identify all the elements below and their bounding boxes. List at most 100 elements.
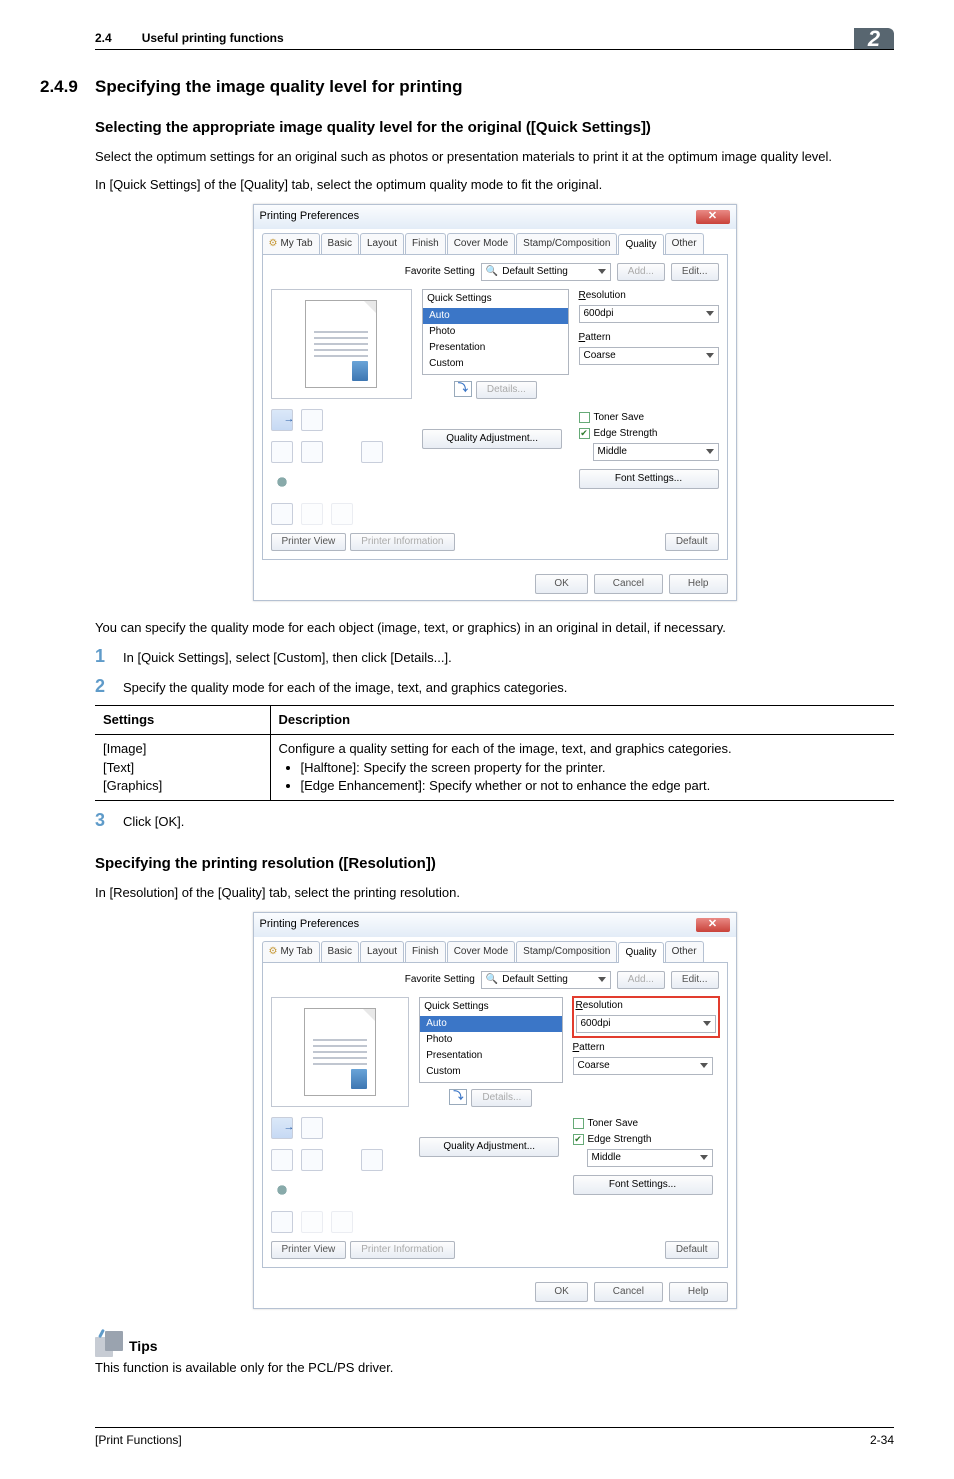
default-button[interactable]: Default: [665, 533, 719, 551]
tab-other[interactable]: Other: [665, 233, 704, 254]
resolution-combo[interactable]: 600dpi: [576, 1015, 716, 1033]
tab-other[interactable]: Other: [665, 941, 704, 962]
mini-icon[interactable]: [301, 409, 323, 431]
mini-icons: [271, 409, 413, 431]
mini-icon[interactable]: [271, 441, 293, 463]
resolution-combo[interactable]: 600dpi: [579, 305, 719, 323]
font-settings-button[interactable]: Font Settings...: [573, 1175, 713, 1195]
printer-info-button[interactable]: Printer Information: [350, 1241, 454, 1259]
block1-title: Selecting the appropriate image quality …: [95, 117, 894, 138]
edge-strength-combo[interactable]: Middle: [587, 1149, 713, 1167]
cancel-button[interactable]: Cancel: [594, 1282, 663, 1302]
mini-icon[interactable]: [361, 441, 383, 463]
mini-icon[interactable]: [301, 1149, 323, 1171]
help-button[interactable]: Help: [669, 1282, 728, 1302]
close-icon[interactable]: ✕: [696, 918, 730, 932]
pattern-combo[interactable]: Coarse: [573, 1057, 713, 1075]
help-button[interactable]: Help: [669, 574, 728, 594]
cancel-button[interactable]: Cancel: [594, 574, 663, 594]
block1-p2: In [Quick Settings] of the [Quality] tab…: [95, 176, 894, 194]
step-1-text: In [Quick Settings], select [Custom], th…: [123, 647, 894, 667]
quality-adjustment-button[interactable]: Quality Adjustment...: [419, 1137, 559, 1157]
preview-box: [271, 997, 410, 1107]
col-right: Resolution 600dpi Pattern Coarse Toner S…: [573, 997, 719, 1233]
list-item-presentation[interactable]: Presentation: [423, 340, 567, 356]
step-1-number: 1: [95, 647, 123, 667]
resolution-value: 600dpi: [584, 307, 614, 321]
add-button[interactable]: Add...: [617, 971, 665, 989]
favorite-select[interactable]: 🔍 Default Setting: [481, 971, 611, 989]
ok-button[interactable]: OK: [535, 574, 587, 594]
after-dialog1-text: You can specify the quality mode for eac…: [95, 619, 894, 637]
tab-basic[interactable]: Basic: [321, 941, 359, 962]
details-button[interactable]: Details...: [476, 381, 537, 399]
table-header-row: Settings Description: [95, 706, 894, 735]
tab-stamp[interactable]: Stamp/Composition: [516, 941, 617, 962]
list-item-custom[interactable]: Custom: [420, 1064, 561, 1080]
quick-settings-list[interactable]: Quick Settings Auto Photo Presentation C…: [419, 997, 562, 1083]
font-settings-button[interactable]: Font Settings...: [579, 469, 719, 489]
mini-icon[interactable]: [271, 1149, 293, 1171]
table-cell-description: Configure a quality setting for each of …: [270, 735, 894, 801]
resolution-label: Resolution: [579, 289, 719, 303]
mini-icon[interactable]: [301, 1117, 323, 1139]
details-button[interactable]: Details...: [471, 1089, 532, 1107]
default-button[interactable]: Default: [665, 1241, 719, 1259]
favorite-row: Favorite Setting 🔍 Default Setting Add..…: [271, 263, 719, 281]
edge-strength-value: Middle: [592, 1151, 621, 1165]
tab-layout[interactable]: Layout: [360, 941, 404, 962]
list-item-auto[interactable]: Auto: [423, 308, 567, 324]
toner-save-checkbox[interactable]: Toner Save: [579, 411, 719, 425]
list-item-auto[interactable]: Auto: [420, 1016, 561, 1032]
mini-icon[interactable]: [361, 1149, 383, 1171]
tab-cover[interactable]: Cover Mode: [447, 233, 515, 254]
mini-icon[interactable]: [271, 1117, 293, 1139]
bottom-row: Printer View Printer Information Default: [271, 1241, 719, 1259]
printer-info-button[interactable]: Printer Information: [350, 533, 454, 551]
printer-view-button[interactable]: Printer View: [271, 533, 347, 551]
globe-icon[interactable]: [271, 471, 293, 493]
tab-layout[interactable]: Layout: [360, 233, 404, 254]
mini-icon[interactable]: [271, 503, 293, 525]
edge-strength-combo[interactable]: Middle: [593, 443, 719, 461]
pattern-value: Coarse: [584, 349, 616, 363]
mini-icon[interactable]: [271, 409, 293, 431]
add-button[interactable]: Add...: [617, 263, 665, 281]
mini-icon[interactable]: [271, 1211, 293, 1233]
printer-view-button[interactable]: Printer View: [271, 1241, 347, 1259]
tab-quality[interactable]: Quality: [618, 942, 663, 963]
tab-cover[interactable]: Cover Mode: [447, 941, 515, 962]
favorite-select[interactable]: 🔍 Default Setting: [481, 263, 611, 281]
mini-icon[interactable]: [301, 441, 323, 463]
quick-settings-list[interactable]: Quick Settings Auto Photo Presentation C…: [422, 289, 568, 375]
chapter-badge: 2: [854, 28, 894, 49]
list-item-custom[interactable]: Custom: [423, 356, 567, 372]
settings-table: Settings Description [Image] [Text] [Gra…: [95, 705, 894, 801]
list-item-presentation[interactable]: Presentation: [420, 1048, 561, 1064]
ok-button[interactable]: OK: [535, 1282, 587, 1302]
tab-basic[interactable]: Basic: [321, 233, 359, 254]
close-icon[interactable]: ✕: [696, 210, 730, 224]
chevron-down-icon: [598, 269, 606, 274]
footer-left: [Print Functions]: [95, 1432, 182, 1449]
list-item-photo[interactable]: Photo: [420, 1032, 561, 1048]
tab-quality[interactable]: Quality: [618, 234, 663, 255]
desc-edge: [Edge Enhancement]: Specify whether or n…: [301, 777, 887, 795]
tab-finish[interactable]: Finish: [405, 941, 446, 962]
quality-adjustment-button[interactable]: Quality Adjustment...: [422, 429, 562, 449]
tab-finish[interactable]: Finish: [405, 233, 446, 254]
toner-save-checkbox[interactable]: Toner Save: [573, 1117, 719, 1131]
edit-button[interactable]: Edit...: [671, 971, 719, 989]
globe-icon[interactable]: [271, 1179, 293, 1201]
pattern-combo[interactable]: Coarse: [579, 347, 719, 365]
tab-mytab[interactable]: ⚙My Tab: [262, 233, 320, 254]
step-3-number: 3: [95, 811, 123, 831]
subsection-number: 2.4.9: [40, 75, 95, 99]
edit-button[interactable]: Edit...: [671, 263, 719, 281]
list-item-photo[interactable]: Photo: [423, 324, 567, 340]
tab-stamp[interactable]: Stamp/Composition: [516, 233, 617, 254]
pane-columns: Quick Settings Auto Photo Presentation C…: [271, 289, 719, 525]
edge-strength-checkbox[interactable]: ✔Edge Strength: [573, 1133, 719, 1147]
edge-strength-checkbox[interactable]: ✔Edge Strength: [579, 427, 719, 441]
tab-mytab[interactable]: ⚙My Tab: [262, 941, 320, 962]
